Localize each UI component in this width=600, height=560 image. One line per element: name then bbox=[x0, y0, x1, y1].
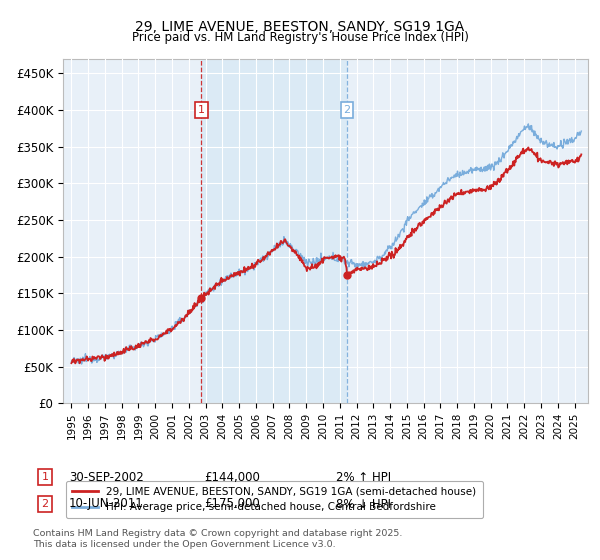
Text: 10-JUN-2011: 10-JUN-2011 bbox=[69, 497, 144, 511]
Legend: 29, LIME AVENUE, BEESTON, SANDY, SG19 1GA (semi-detached house), HPI: Average pr: 29, LIME AVENUE, BEESTON, SANDY, SG19 1G… bbox=[65, 480, 482, 519]
Text: 29, LIME AVENUE, BEESTON, SANDY, SG19 1GA: 29, LIME AVENUE, BEESTON, SANDY, SG19 1G… bbox=[136, 20, 464, 34]
Text: 2: 2 bbox=[344, 105, 350, 115]
Text: Contains HM Land Registry data © Crown copyright and database right 2025.
This d: Contains HM Land Registry data © Crown c… bbox=[33, 529, 403, 549]
Text: £175,000: £175,000 bbox=[204, 497, 260, 511]
Text: 2: 2 bbox=[41, 499, 49, 509]
Text: 8% ↓ HPI: 8% ↓ HPI bbox=[336, 497, 391, 511]
Bar bbox=[202, 59, 347, 403]
Text: 1: 1 bbox=[198, 105, 205, 115]
Text: 2% ↑ HPI: 2% ↑ HPI bbox=[336, 470, 391, 484]
Text: £144,000: £144,000 bbox=[204, 470, 260, 484]
Text: 30-SEP-2002: 30-SEP-2002 bbox=[69, 470, 144, 484]
Text: Price paid vs. HM Land Registry's House Price Index (HPI): Price paid vs. HM Land Registry's House … bbox=[131, 31, 469, 44]
Text: 1: 1 bbox=[41, 472, 49, 482]
